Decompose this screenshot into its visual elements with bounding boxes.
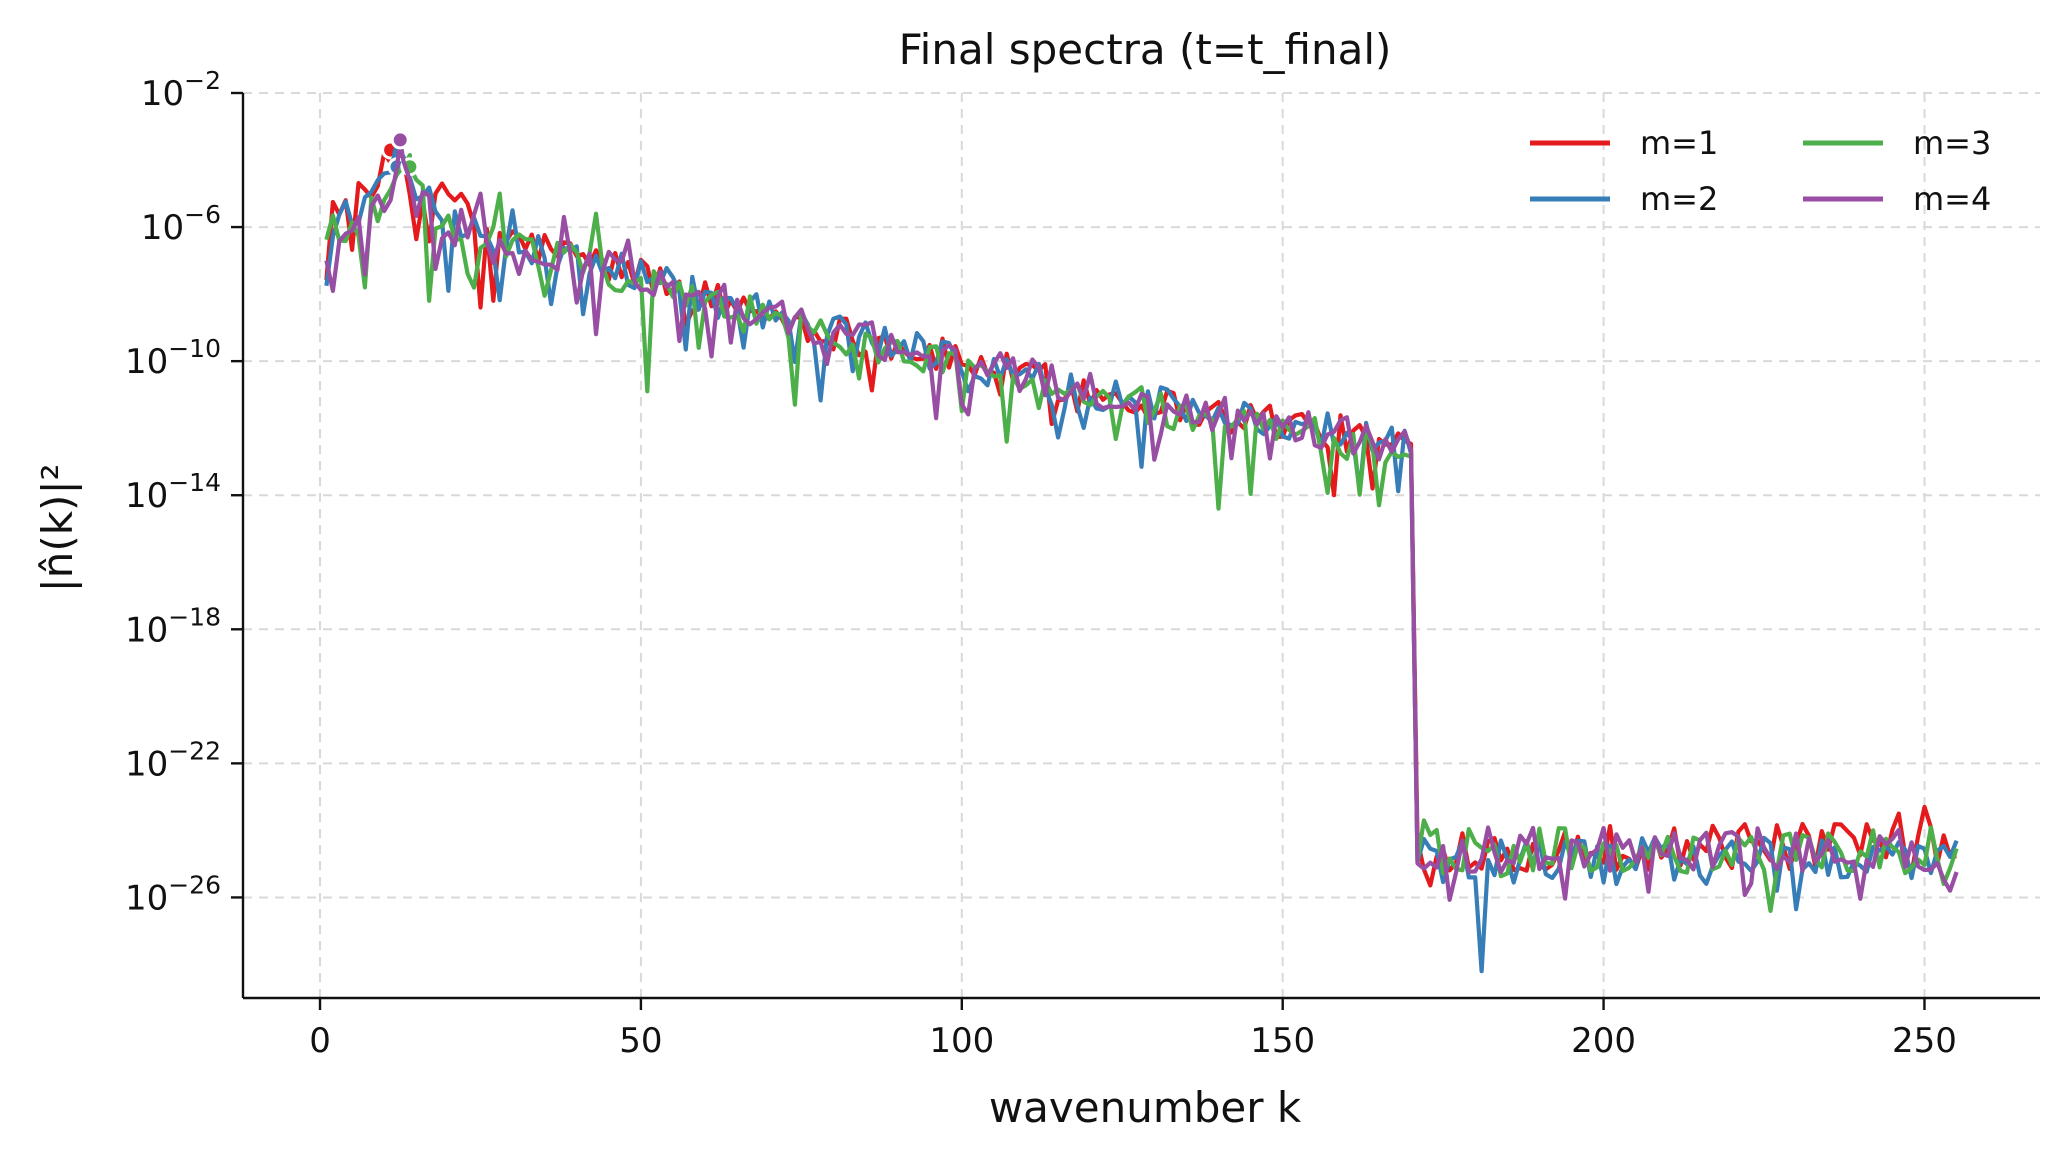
x-tick-label: 100 [929, 1021, 994, 1061]
y-tick-label: 10−26 [125, 870, 221, 918]
x-tick-label: 50 [619, 1021, 662, 1061]
y-tick-label: 10−22 [125, 736, 221, 784]
chart-title: Final spectra (t=t_final) [899, 25, 1392, 74]
axes-spines [241, 93, 2040, 1000]
y-tick-label: 10−14 [125, 468, 221, 516]
legend-label: m=4 [1913, 180, 1991, 218]
series-line-m-3 [324, 153, 1959, 913]
legend-label: m=3 [1913, 124, 1991, 162]
series-line-m-1 [324, 147, 1957, 888]
series-line-m-2 [324, 139, 1959, 974]
y-tick-label: 10−6 [141, 200, 221, 248]
y-tick-label: 10−10 [125, 334, 221, 382]
x-axis-label: wavenumber k [989, 1083, 1302, 1132]
y-axis-ticks: 10−2 10−6 10−10 10−14 10−18 10−22 10−26 [125, 66, 243, 918]
x-tick-label: 200 [1571, 1021, 1636, 1061]
series-lines [324, 130, 1959, 974]
y-axis-label: |n̂(k)|² [33, 464, 82, 593]
x-tick-label: 150 [1250, 1021, 1315, 1061]
x-tick-label: 0 [309, 1021, 331, 1061]
grid-lines [243, 92, 2040, 998]
x-tick-label: 250 [1892, 1021, 1957, 1061]
series-line-m-4 [324, 137, 1959, 902]
y-tick-label: 10−2 [141, 66, 221, 114]
peak-marker-m-4 [390, 130, 410, 150]
y-tick-label: 10−18 [125, 602, 221, 650]
x-axis-ticks: 0 50 100 150 200 250 [309, 998, 1957, 1061]
legend-label: m=1 [1640, 124, 1718, 162]
legend: m=1 m=2 m=3 m=4 [1530, 124, 1991, 218]
legend-label: m=2 [1640, 180, 1718, 218]
